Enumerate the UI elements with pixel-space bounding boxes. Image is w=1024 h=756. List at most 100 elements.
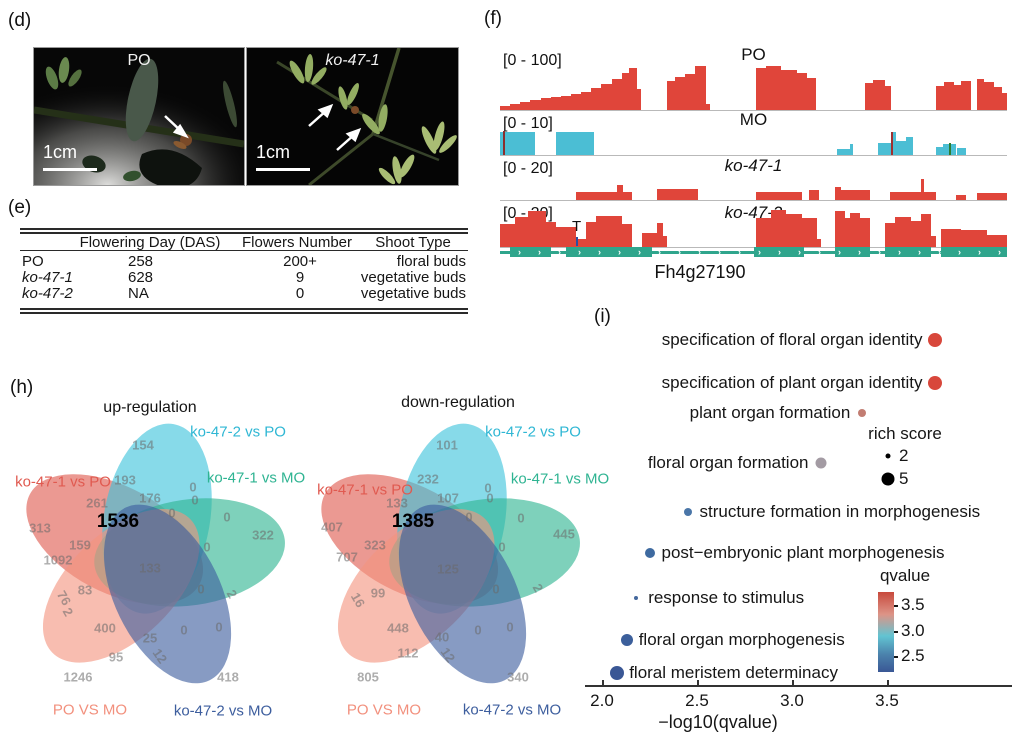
venn-region-count: 0 <box>498 539 506 555</box>
photo-ko-label: ko-47-1 <box>325 52 380 69</box>
gene-strand-arrow: › <box>558 247 561 257</box>
venn-region-count: 0 <box>189 479 197 495</box>
go-term-label: floral organ formation <box>647 453 809 472</box>
gene-strand-arrow: › <box>598 247 601 257</box>
venn-region-count: 407 <box>321 519 343 535</box>
coverage-bar <box>766 65 782 110</box>
coverage-bar <box>667 81 675 110</box>
coverage-bar <box>865 83 873 110</box>
venn-region-count: 1092 <box>43 552 73 568</box>
insertion-marker: T <box>571 218 582 235</box>
go-term-label: response to stimulus <box>648 588 805 607</box>
venn-region-count: 0 <box>474 622 482 638</box>
coverage-bar <box>844 218 850 247</box>
venn-region-count: 154 <box>132 437 154 453</box>
gene-strand-arrow: › <box>938 247 941 257</box>
go-term-label: specification of floral organ identity <box>661 330 923 349</box>
venn-set-label: ko-47-1 vs MO <box>510 470 610 488</box>
track-range-label: [0 - 100] <box>503 52 562 69</box>
venn-region-count: 0 <box>486 490 494 506</box>
venn-region-count: 25 <box>142 630 158 646</box>
photo-po-scalebar <box>43 168 97 171</box>
table-header: Flowers Number <box>241 234 353 251</box>
venn-ellipses <box>26 423 285 684</box>
coverage-bar <box>510 104 521 110</box>
venn-region-count: 125 <box>437 561 459 577</box>
coverage-bar <box>986 235 1007 247</box>
coverage-bar <box>771 210 787 247</box>
venn-set-label: ko-47-2 vs PO <box>485 423 581 441</box>
photo-ko-scalebar-label: 1cm <box>256 142 291 162</box>
table-row-name: PO <box>22 253 44 270</box>
gene-strand-arrow: › <box>958 247 961 257</box>
venn-region-count: 133 <box>386 495 408 511</box>
table-cell-shoot-type: vegetative buds <box>360 285 466 302</box>
venn-title: up-regulation <box>103 399 197 416</box>
qvalue-colorbar-tick <box>894 631 898 633</box>
coverage-bar <box>555 226 577 247</box>
coverage-bar <box>801 218 817 247</box>
track-name-label: PO <box>741 45 766 64</box>
gene-strand-arrow: › <box>618 247 621 257</box>
gene-strand-arrow: › <box>718 247 721 257</box>
coverage-bar <box>1001 93 1007 110</box>
venn-up: up-regulation ko-47-1 vs PO ko-47-2 vs PO k… <box>0 390 305 720</box>
venn-region-count: 101 <box>436 437 458 453</box>
panel-i-letter: (i) <box>594 306 611 327</box>
table-cell-shoot-type: floral buds <box>396 253 466 270</box>
variant-line <box>502 131 505 155</box>
table-header: Flowering Day (DAS) <box>79 234 221 251</box>
photo-po-scalebar-label: 1cm <box>43 142 78 162</box>
venn-region-count: 0 <box>465 509 473 525</box>
venn-petal-blue <box>103 504 232 684</box>
qvalue-colorbar-label: 2.5 <box>901 646 925 665</box>
coverage-bar <box>695 66 707 110</box>
coverage-bar <box>895 216 911 247</box>
table-rule <box>20 232 468 234</box>
coverage-bar <box>840 189 871 200</box>
gene-exon <box>885 247 931 257</box>
coverage-bar <box>892 131 896 155</box>
table-cell-flowering-day: 258 <box>128 253 154 270</box>
coverage-bar <box>953 85 962 110</box>
coverage-bar <box>936 86 944 110</box>
rich-score-legend-dot <box>881 472 895 486</box>
coverage-bar <box>834 211 845 247</box>
x-axis-tick <box>887 680 889 685</box>
venn-region-count: 99 <box>370 585 386 601</box>
coverage-bar <box>984 82 995 110</box>
gene-strand-arrow: › <box>638 247 641 257</box>
table-rule <box>20 312 468 314</box>
venn-region-count: 313 <box>29 520 51 536</box>
coverage-bar <box>657 223 664 247</box>
venn-set-label: ko-47-1 vs MO <box>206 469 306 487</box>
venn-region-count: 0 <box>506 619 514 635</box>
venn-region-count: 805 <box>357 669 379 685</box>
coverage-bar <box>576 191 617 200</box>
go-term-dot <box>610 666 625 680</box>
go-term-label: post−embryonic plant morphogenesis <box>661 543 945 562</box>
gene-strand-arrow: › <box>978 247 981 257</box>
coverage-bar <box>994 87 1002 110</box>
table-cell-flowers-number: 200+ <box>283 253 317 270</box>
x-axis-tick-label: 2.5 <box>685 691 709 710</box>
venn-region-count: 176 <box>139 490 161 506</box>
x-axis-title: −log10(qvalue) <box>658 712 778 732</box>
coverage-bar <box>622 192 632 200</box>
venn-region-count: 193 <box>114 472 136 488</box>
venn-ellipses <box>321 423 580 684</box>
coverage-bar <box>877 143 893 155</box>
venn-region-count: 95 <box>108 649 124 665</box>
venn-region-count: 323 <box>364 537 386 553</box>
coverage-bar <box>581 91 592 110</box>
coverage-bar <box>570 94 582 110</box>
track-name-label: MO <box>739 110 768 129</box>
coverage-bar <box>806 77 817 110</box>
venn-region-count: 0 <box>180 622 188 638</box>
venn-region-count: 322 <box>252 527 274 543</box>
gene-strand-arrow: › <box>778 247 781 257</box>
coverage-bar <box>555 132 594 155</box>
gene-strand-arrow: › <box>798 247 801 257</box>
coverage-bar <box>674 76 686 110</box>
